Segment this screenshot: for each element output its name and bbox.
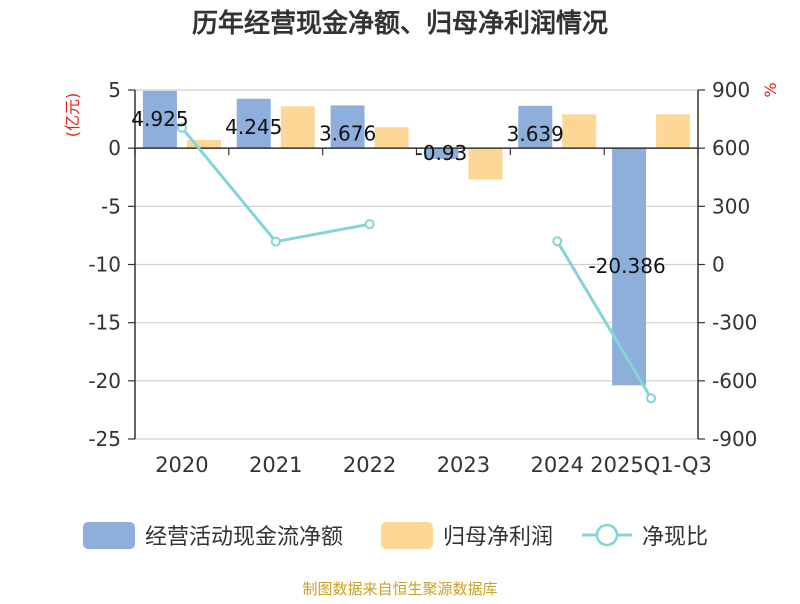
bar-cashflow bbox=[330, 105, 365, 149]
y-left-tick-label: -20 bbox=[88, 369, 121, 393]
y-left-tick-label: -25 bbox=[88, 427, 121, 451]
legend: 经营活动现金流净额 归母净利润 净现比 bbox=[83, 522, 708, 550]
bar-cashflow bbox=[612, 148, 647, 386]
legend-item-cashflow[interactable]: 经营活动现金流净额 bbox=[83, 522, 343, 550]
bar-netprofit bbox=[374, 127, 409, 149]
y-left-tick-label: -10 bbox=[88, 253, 121, 277]
line-ratio-point bbox=[364, 219, 375, 230]
bar-cashflow bbox=[424, 148, 459, 159]
legend-item-ratio[interactable]: 净现比 bbox=[582, 523, 708, 550]
y-axis-right-label: % bbox=[761, 82, 780, 97]
x-tick-label: 2022 bbox=[343, 453, 396, 477]
bar-netprofit bbox=[468, 148, 503, 180]
data-label-cashflow: 4.245 bbox=[225, 115, 282, 139]
y-right-tick-label: 600 bbox=[712, 136, 750, 160]
y-right-tick-label: 300 bbox=[712, 194, 750, 218]
line-ratio-point bbox=[270, 236, 281, 247]
y-right-tick-label: -600 bbox=[712, 369, 757, 393]
legend-swatch-cashflow bbox=[83, 522, 135, 549]
legend-marker-ratio bbox=[595, 523, 619, 547]
chart-title: 历年经营现金净额、归母净利润情况 bbox=[192, 8, 608, 39]
x-tick-label: 2020 bbox=[155, 453, 208, 477]
axes: 50-5-10-15-20-259006003000-300-600-90020… bbox=[88, 78, 757, 477]
x-tick-label: 2024 bbox=[531, 453, 584, 477]
y-right-tick-label: -300 bbox=[712, 311, 757, 335]
legend-label-ratio: 净现比 bbox=[642, 525, 708, 550]
bar-netprofit bbox=[186, 140, 221, 149]
y-left-tick-label: -15 bbox=[88, 311, 121, 335]
x-tick-label: 2021 bbox=[249, 453, 302, 477]
line-ratio-point bbox=[646, 393, 657, 404]
y-right-tick-label: -900 bbox=[712, 427, 757, 451]
data-label-cashflow: -20.386 bbox=[588, 254, 665, 278]
line-ratio-point bbox=[552, 236, 563, 247]
y-right-tick-label: 900 bbox=[712, 78, 750, 102]
line-series-layer bbox=[176, 122, 657, 404]
data-labels: 4.925 4.245 3.676 -0.93 3.639 -20.386 bbox=[131, 107, 665, 278]
line-ratio-point bbox=[176, 122, 187, 133]
source-note: 制图数据来自恒生聚源数据库 bbox=[302, 580, 497, 598]
line-ratio-segment bbox=[555, 240, 653, 400]
bar-cashflow bbox=[236, 98, 271, 149]
y-right-tick-label: 0 bbox=[712, 253, 725, 277]
legend-label-netprofit: 归母净利润 bbox=[443, 525, 553, 550]
data-label-cashflow: -0.93 bbox=[416, 141, 468, 165]
x-tick-label: 2025Q1-Q3 bbox=[590, 453, 712, 477]
y-left-tick-label: 0 bbox=[108, 136, 121, 160]
bars-layer bbox=[142, 90, 691, 386]
y-left-tick-label: 5 bbox=[108, 78, 121, 102]
legend-label-cashflow: 经营活动现金流净额 bbox=[145, 525, 343, 550]
bar-netprofit bbox=[280, 106, 315, 149]
data-label-cashflow: 3.676 bbox=[319, 121, 376, 145]
y-left-tick-label: -5 bbox=[101, 194, 121, 218]
legend-item-netprofit[interactable]: 归母净利润 bbox=[381, 522, 553, 550]
bar-netprofit bbox=[562, 114, 597, 149]
y-axis-left-label: (亿元) bbox=[63, 93, 82, 138]
bar-cashflow bbox=[142, 90, 177, 149]
bar-netprofit bbox=[656, 114, 691, 149]
bar-cashflow bbox=[518, 105, 553, 149]
x-tick-label: 2023 bbox=[437, 453, 490, 477]
data-label-cashflow: 3.639 bbox=[507, 122, 564, 146]
data-label-cashflow: 4.925 bbox=[131, 107, 188, 131]
legend-swatch-netprofit bbox=[381, 522, 433, 549]
